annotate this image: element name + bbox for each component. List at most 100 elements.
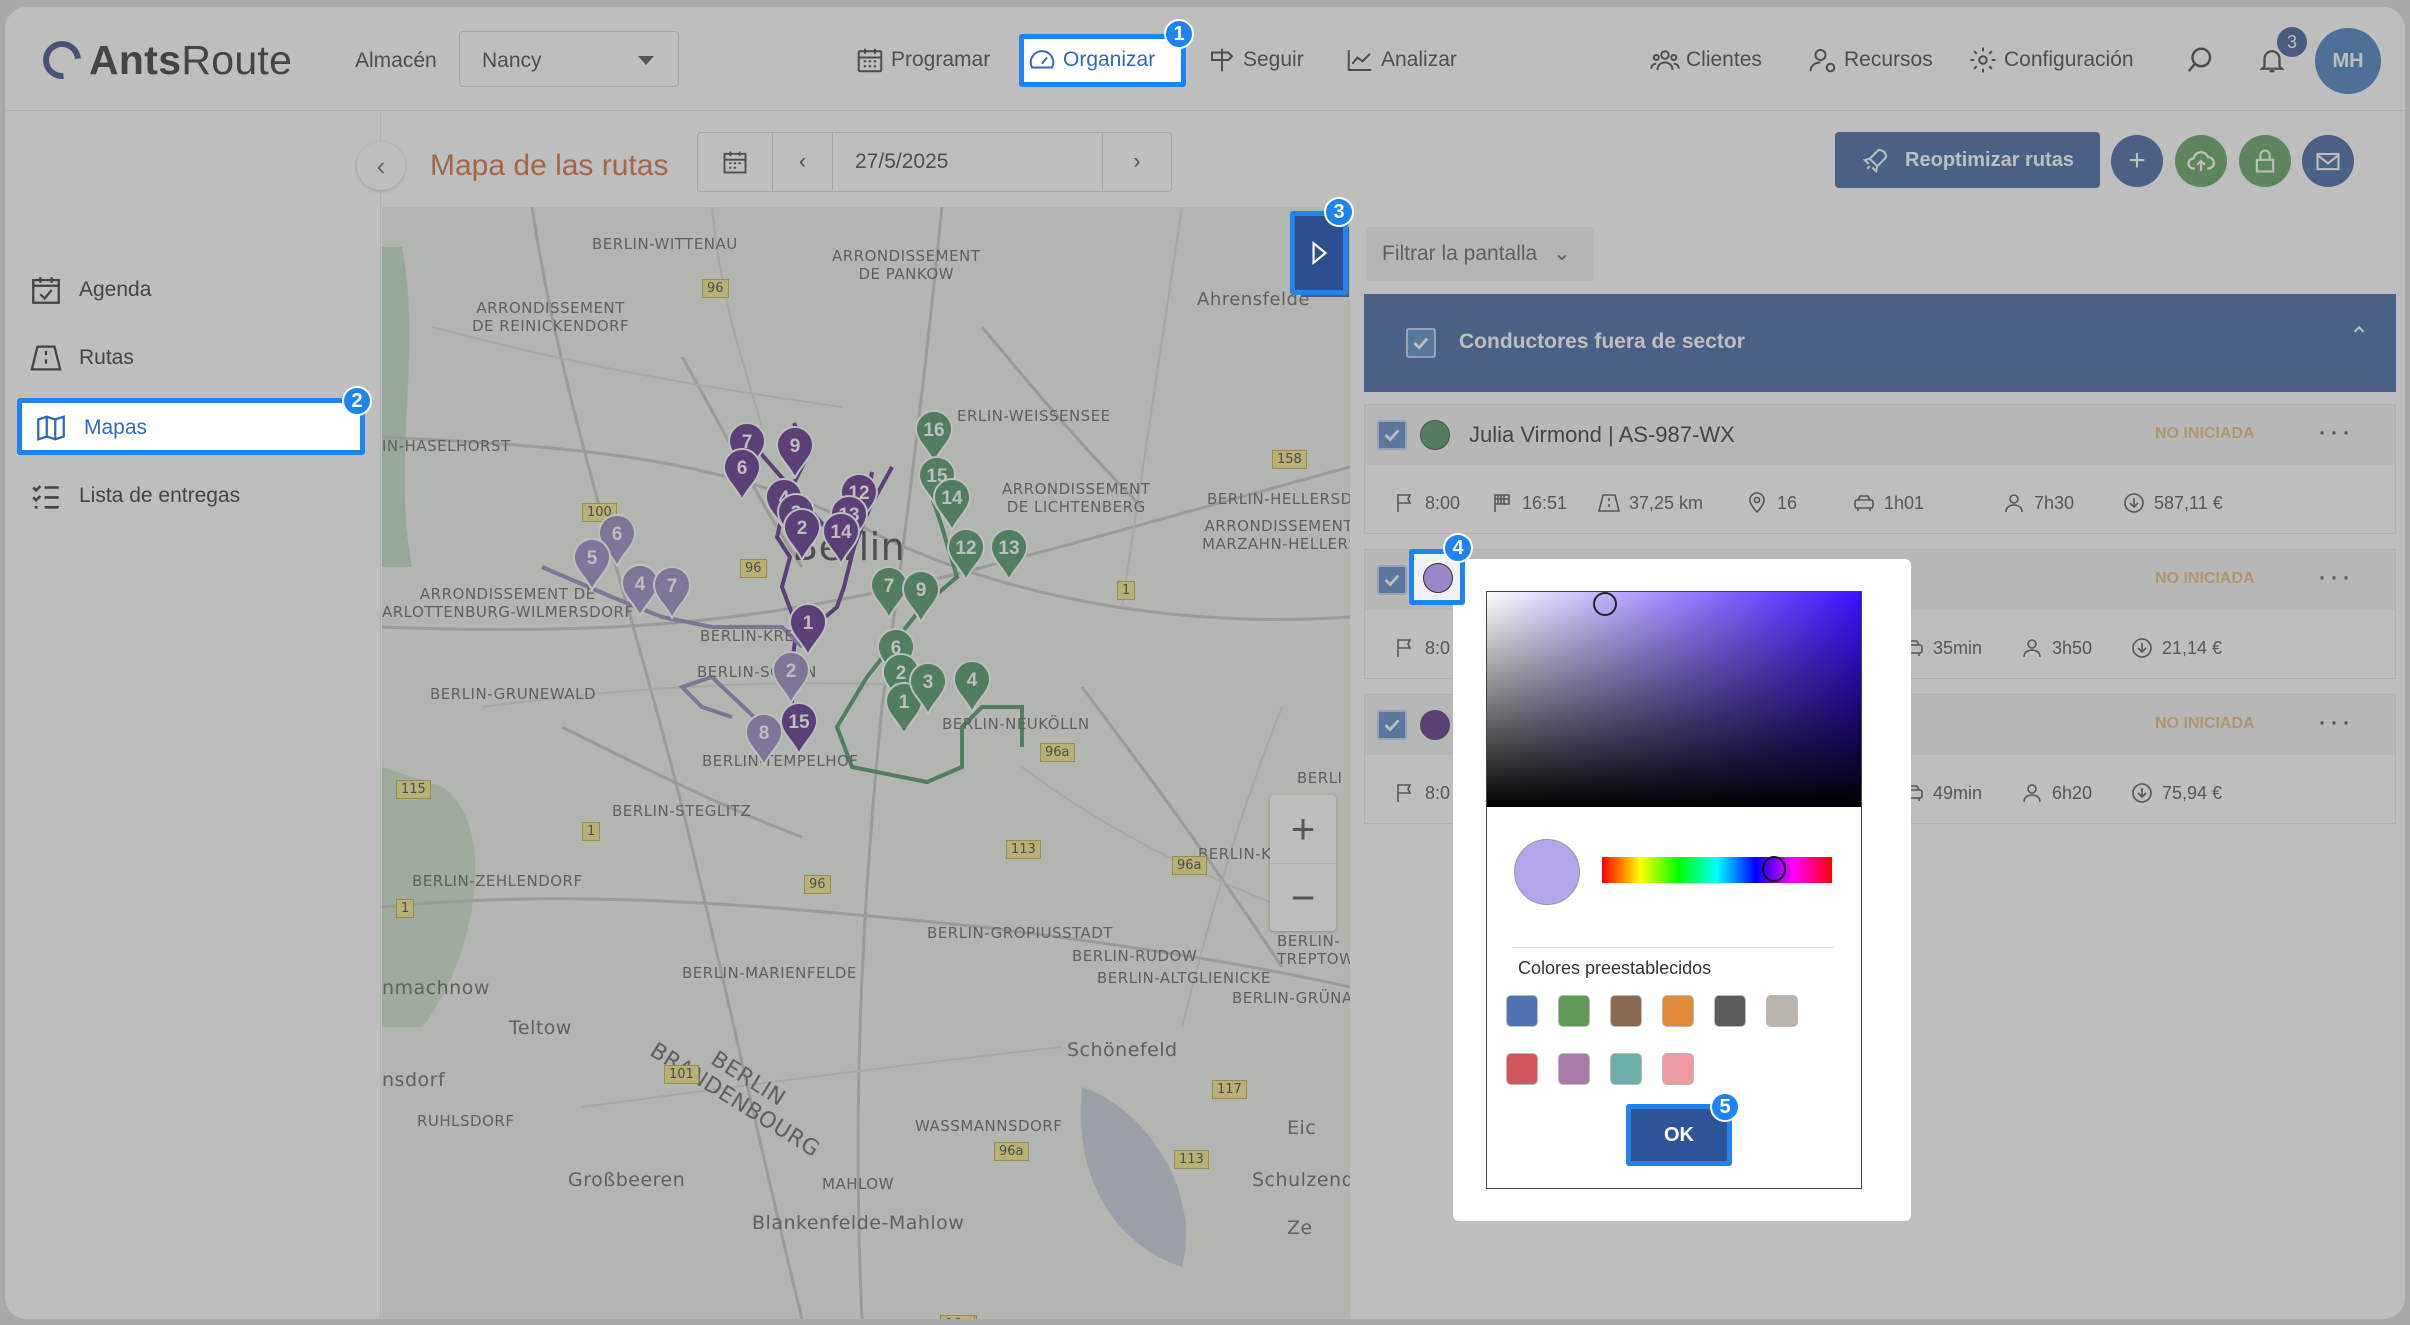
preset-swatch[interactable] <box>1662 995 1694 1027</box>
driver-card[interactable]: Julia Virmond | AS-987-WX NO INICIADA ··… <box>1364 404 2396 534</box>
driver-color-dot[interactable] <box>1420 710 1450 740</box>
stat-work: 6h20 <box>2020 781 2092 805</box>
driver-checkbox[interactable] <box>1377 420 1407 450</box>
preset-swatch[interactable] <box>1662 1053 1694 1085</box>
notification-count-badge: 3 <box>2275 25 2309 59</box>
zoom-out-button[interactable]: − <box>1270 863 1336 931</box>
saturation-handle[interactable] <box>1593 592 1617 616</box>
group-checkbox[interactable] <box>1406 328 1436 358</box>
step-marker-4: 4 <box>1443 533 1473 563</box>
chevron-right-icon: › <box>1133 149 1141 173</box>
lock-button[interactable] <box>2239 135 2291 187</box>
map-label: BERLIN-MARIENFELDE <box>682 964 857 982</box>
preset-swatch[interactable] <box>1766 995 1798 1027</box>
driver-color-dot[interactable] <box>1423 563 1453 593</box>
sidebar-item-mapas-highlighted[interactable]: Mapas <box>34 403 147 453</box>
nav-seguir[interactable]: Seguir <box>1207 45 1304 75</box>
hue-slider[interactable] <box>1602 856 1832 883</box>
nav-analizar[interactable]: Analizar <box>1345 45 1457 75</box>
preset-swatch[interactable] <box>1506 1053 1538 1085</box>
preset-swatch[interactable] <box>1610 1053 1642 1085</box>
nav-recursos[interactable]: Recursos <box>1808 45 1933 75</box>
calendar-picker-button[interactable] <box>698 133 773 190</box>
preset-swatch[interactable] <box>1610 995 1642 1027</box>
forest-area <box>382 767 476 1027</box>
notifications-button[interactable] <box>2257 45 2287 75</box>
route-stop-marker[interactable]: 1 <box>884 681 924 735</box>
zoom-in-button[interactable]: + <box>1290 805 1316 852</box>
map-pin-icon: 14 <box>821 512 861 565</box>
route-stop-marker[interactable]: 13 <box>989 527 1029 581</box>
more-options-icon[interactable]: ··· <box>2317 560 2353 593</box>
next-day-button[interactable]: › <box>1103 133 1171 190</box>
search-button[interactable] <box>2185 45 2215 75</box>
car-icon <box>1854 495 1874 511</box>
nav-organizar-highlighted[interactable]: Organizar <box>1027 45 1155 75</box>
map-label: BERLIN-STEGLITZ <box>612 802 752 820</box>
map-label: ARRONDISSEMENT DE REINICKENDORF <box>472 299 630 335</box>
preset-swatch[interactable] <box>1558 995 1590 1027</box>
map-label: Blankenfelde-Mahlow <box>752 1212 965 1234</box>
collapse-sidebar-button[interactable]: ‹ <box>357 142 405 190</box>
map-pin-icon: 4 <box>620 564 660 617</box>
upload-button[interactable] <box>2175 135 2227 187</box>
route-stop-marker[interactable]: 2 <box>771 650 811 704</box>
route-stop-marker[interactable]: 12 <box>946 527 986 581</box>
user-avatar[interactable]: MH <box>2315 28 2381 94</box>
date-field[interactable]: 27/5/2025 <box>833 133 1103 190</box>
filter-screen-button[interactable]: Filtrar la pantalla ⌄ <box>1366 227 1594 281</box>
route-stop-marker[interactable]: 2 <box>782 507 822 561</box>
route-stop-marker[interactable]: 14 <box>821 511 861 565</box>
route-stop-marker[interactable]: 8 <box>744 712 784 766</box>
route-stop-marker[interactable]: 5 <box>572 537 612 591</box>
route-stop-marker[interactable]: 3 <box>908 661 948 715</box>
more-options-icon[interactable]: ··· <box>2317 705 2353 738</box>
driver-checkbox[interactable] <box>1377 710 1407 740</box>
map-label: BERLIN-GROPIUSSTADT <box>927 924 1113 942</box>
step-marker-1: 1 <box>1164 19 1194 49</box>
driver-checkbox[interactable] <box>1377 565 1407 595</box>
sidebar-item-lista-entregas[interactable]: Lista de entregas <box>29 471 240 521</box>
road-number-badge: 101 <box>664 1065 699 1084</box>
hue-handle[interactable] <box>1762 856 1786 882</box>
stat-distance: 37,25 km <box>1597 491 1703 515</box>
saturation-value-area[interactable] <box>1487 592 1861 807</box>
stat-drive: 1h01 <box>1852 491 1924 515</box>
route-stop-marker[interactable]: 1 <box>788 602 828 656</box>
group-header[interactable]: Conductores fuera de sector ⌃ <box>1364 294 2396 392</box>
sidebar-item-rutas[interactable]: Rutas <box>29 333 134 383</box>
route-stop-marker[interactable]: 14 <box>932 477 972 531</box>
ok-button[interactable]: OK <box>1664 1123 1694 1146</box>
preset-swatch[interactable] <box>1714 995 1746 1027</box>
email-button[interactable] <box>2302 135 2354 187</box>
nav-configuracion[interactable]: Configuración <box>1968 45 2134 75</box>
nav-clientes[interactable]: Clientes <box>1650 45 1762 75</box>
add-button[interactable]: + <box>2111 135 2163 187</box>
route-stop-marker[interactable]: 7 <box>652 565 692 619</box>
check-icon <box>1413 337 1429 350</box>
nav-programar[interactable]: Programar <box>855 45 990 75</box>
driver-color-dot[interactable] <box>1420 420 1450 450</box>
previous-day-button[interactable]: ‹ <box>773 133 833 190</box>
antsroute-logo[interactable]: AntsRoute <box>35 33 292 87</box>
route-stop-marker[interactable]: 4 <box>952 659 992 713</box>
route-stop-marker[interactable]: 9 <box>901 569 941 623</box>
sidebar-item-agenda[interactable]: Agenda <box>29 265 151 315</box>
route-stop-marker[interactable]: 4 <box>620 563 660 617</box>
map-pin-icon: 5 <box>572 538 612 591</box>
chevron-up-icon[interactable]: ⌃ <box>2349 323 2370 350</box>
route-stop-marker[interactable]: 16 <box>914 409 954 463</box>
map-pin-icon: 12 <box>946 528 986 581</box>
route-stop-marker[interactable]: 9 <box>775 425 815 479</box>
reoptimize-routes-button[interactable]: Reoptimizar rutas <box>1835 132 2100 188</box>
route-stop-marker[interactable]: 15 <box>779 701 819 755</box>
routes-map[interactable]: BERLIN-WITTENAU ARRONDISSEMENT DE PANKOW… <box>382 207 1350 1319</box>
calendar-icon <box>723 151 747 173</box>
warehouse-select[interactable]: Nancy <box>459 31 679 87</box>
preset-swatch[interactable] <box>1558 1053 1590 1085</box>
preset-swatch[interactable] <box>1506 995 1538 1027</box>
svg-text:1: 1 <box>803 613 814 634</box>
route-stop-marker[interactable]: 6 <box>722 447 762 501</box>
more-options-icon[interactable]: ··· <box>2317 415 2353 448</box>
